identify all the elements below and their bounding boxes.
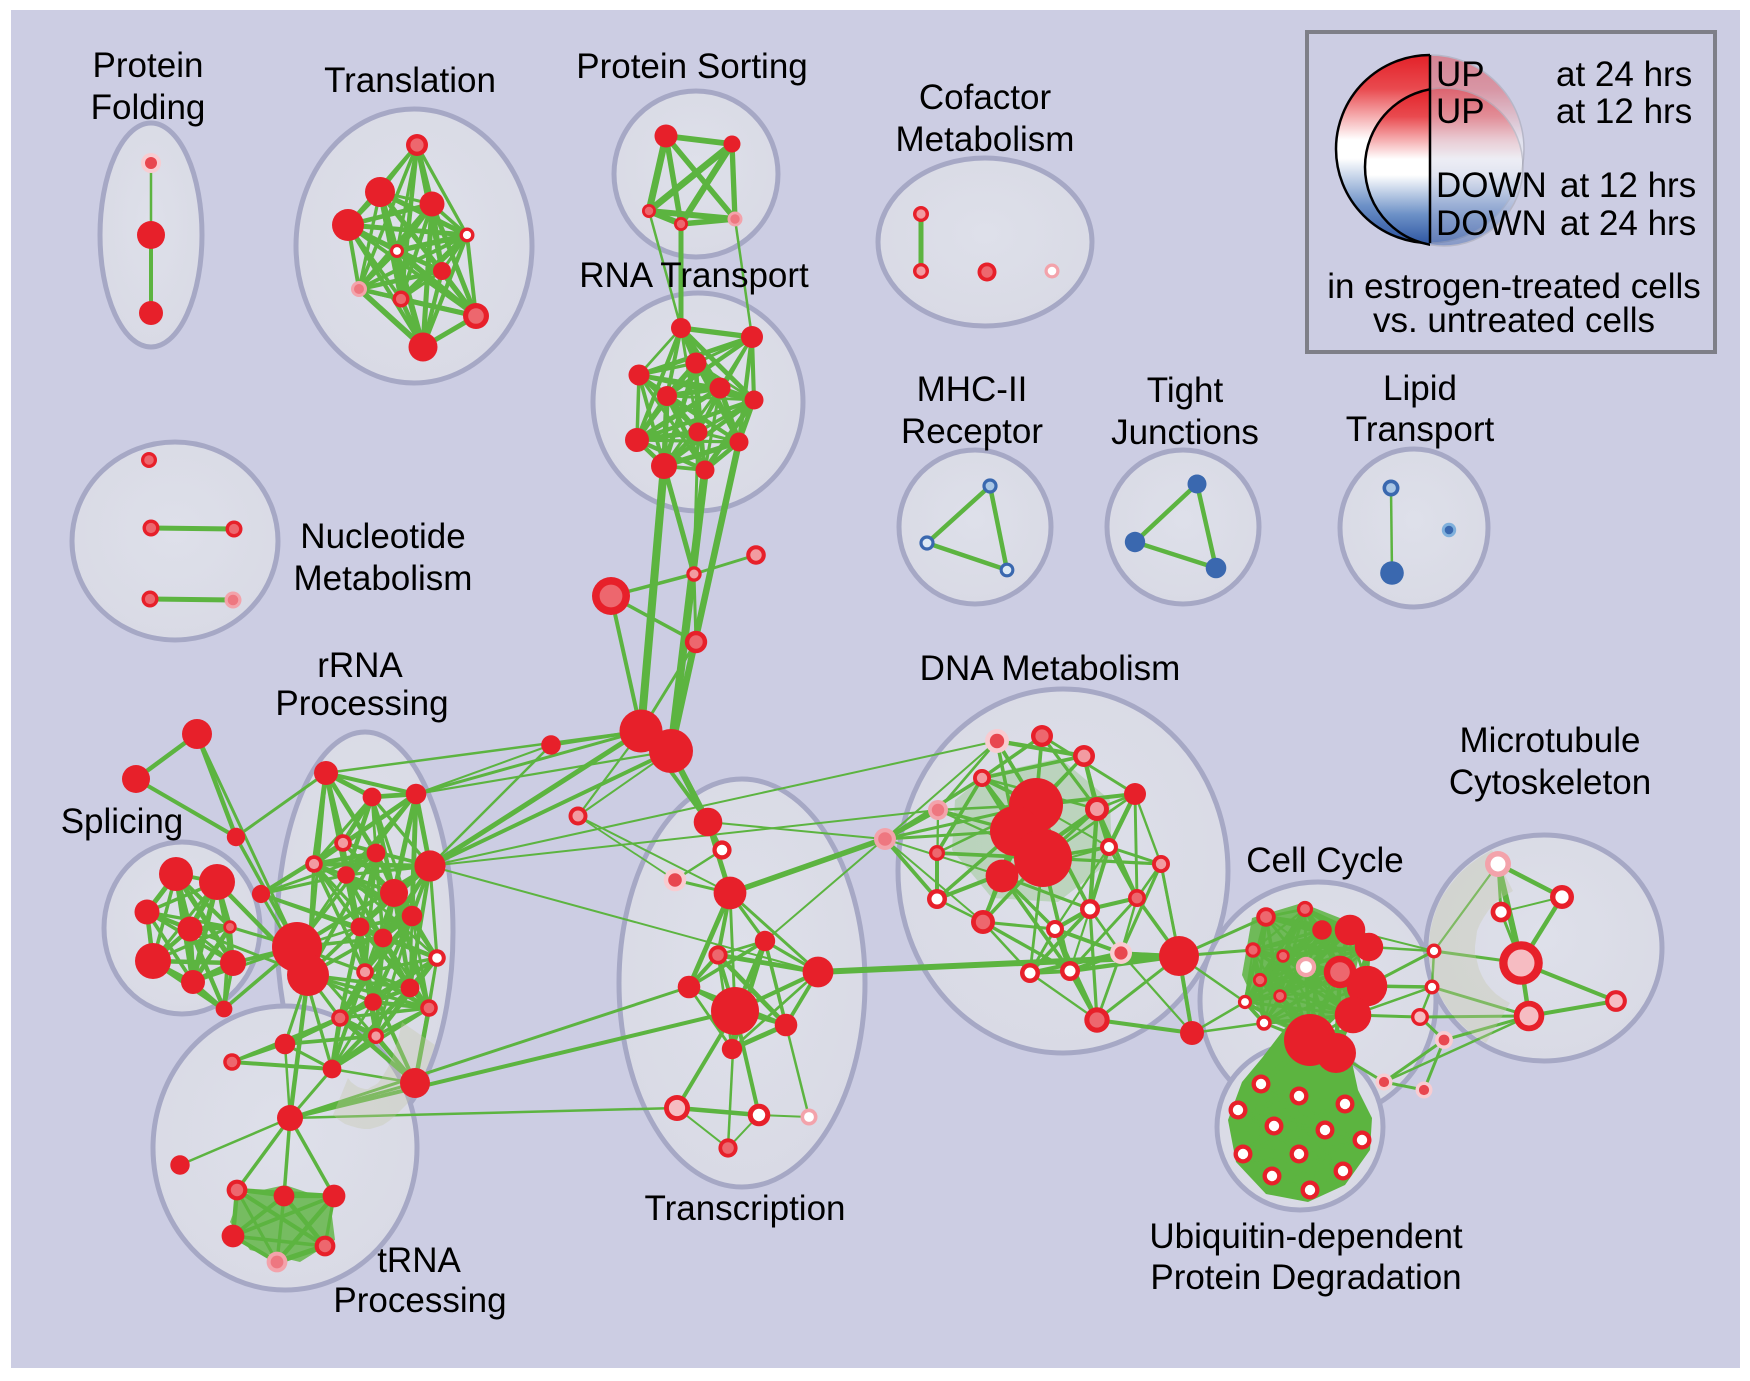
svg-text:Splicing: Splicing [61,802,184,841]
svg-text:vs. untreated cells: vs. untreated cells [1373,301,1655,340]
svg-text:Cofactor: Cofactor [919,78,1052,117]
svg-text:Lipid: Lipid [1383,369,1457,408]
svg-text:UP: UP [1436,92,1485,131]
svg-text:MHC-II: MHC-II [917,370,1028,409]
svg-text:Protein Sorting: Protein Sorting [576,47,808,86]
svg-text:tRNA: tRNA [377,1241,461,1280]
svg-text:Tight: Tight [1147,371,1224,410]
svg-text:Protein Degradation: Protein Degradation [1150,1258,1461,1297]
svg-text:Cytoskeleton: Cytoskeleton [1449,763,1651,802]
svg-text:Transcription: Transcription [645,1189,846,1228]
svg-text:at 12 hrs: at 12 hrs [1560,166,1696,205]
svg-text:Folding: Folding [91,88,206,127]
svg-text:Processing: Processing [275,684,448,723]
svg-text:at 12 hrs: at 12 hrs [1556,92,1692,131]
svg-text:Processing: Processing [333,1281,506,1320]
svg-text:Metabolism: Metabolism [294,559,473,598]
svg-text:Microtubule: Microtubule [1460,721,1641,760]
svg-text:Transport: Transport [1346,410,1495,449]
svg-text:Ubiquitin-dependent: Ubiquitin-dependent [1149,1217,1463,1256]
svg-text:Junctions: Junctions [1111,413,1259,452]
svg-text:DOWN: DOWN [1436,204,1547,243]
svg-text:at 24 hrs: at 24 hrs [1556,55,1692,94]
svg-text:DOWN: DOWN [1436,166,1547,205]
svg-text:Receptor: Receptor [901,412,1043,451]
svg-text:DNA Metabolism: DNA Metabolism [920,649,1181,688]
svg-text:Protein: Protein [93,46,204,85]
svg-text:Translation: Translation [324,61,496,100]
svg-text:at 24 hrs: at 24 hrs [1560,204,1696,243]
svg-text:in estrogen-treated cells: in estrogen-treated cells [1327,267,1701,306]
svg-text:UP: UP [1436,55,1485,94]
svg-text:rRNA: rRNA [317,646,403,685]
svg-text:Cell Cycle: Cell Cycle [1246,841,1404,880]
svg-text:Metabolism: Metabolism [896,120,1075,159]
svg-text:Nucleotide: Nucleotide [300,517,465,556]
svg-text:RNA Transport: RNA Transport [579,256,809,295]
